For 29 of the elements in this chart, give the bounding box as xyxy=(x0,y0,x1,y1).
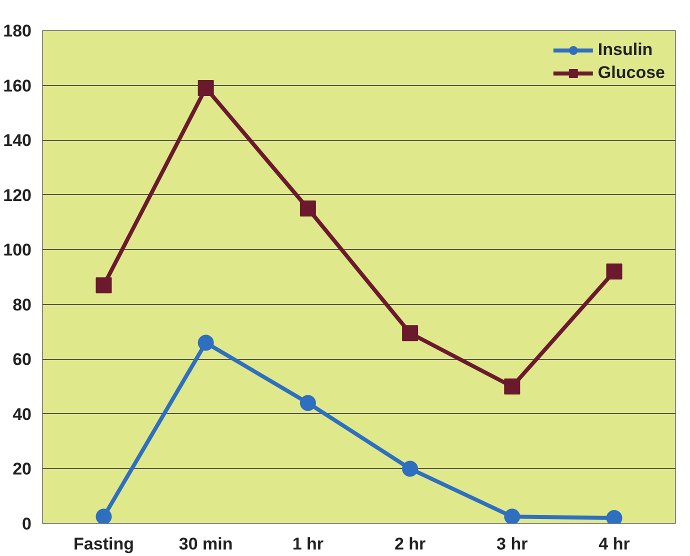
point xyxy=(96,277,112,294)
y-tick-label: 20 xyxy=(12,460,32,479)
point xyxy=(606,264,622,280)
x-tick-label: 30 min xyxy=(178,534,233,554)
legend-label: Glucose xyxy=(598,63,665,83)
x-tick-label: 3 hr xyxy=(496,534,528,554)
x-tick-label: 2 hr xyxy=(394,534,426,554)
x-tick-label: 1 hr xyxy=(292,534,324,554)
point xyxy=(198,80,214,96)
y-tick-label: 40 xyxy=(12,404,32,424)
point xyxy=(198,334,214,351)
point xyxy=(300,395,316,411)
point xyxy=(402,460,418,477)
y-tick-label: 80 xyxy=(12,295,32,314)
legend-label: Insulin xyxy=(598,40,653,60)
point xyxy=(504,378,520,395)
y-tick-label: 180 xyxy=(3,22,32,40)
x-tick-label: Fasting xyxy=(74,534,134,554)
y-tick-label: 160 xyxy=(3,76,32,96)
y-tick-label: 0 xyxy=(22,514,32,534)
y-tick-label: 60 xyxy=(12,350,32,370)
point xyxy=(96,508,112,524)
y-tick-label: 100 xyxy=(3,240,32,260)
point xyxy=(504,508,520,524)
point xyxy=(300,200,316,217)
y-tick-label: 120 xyxy=(3,186,32,205)
x-tick-label: 4 hr xyxy=(598,534,630,554)
point xyxy=(402,325,418,342)
y-tick-label: 140 xyxy=(3,131,32,150)
